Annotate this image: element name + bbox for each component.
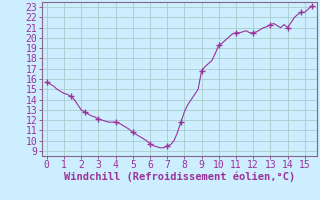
X-axis label: Windchill (Refroidissement éolien,°C): Windchill (Refroidissement éolien,°C) <box>64 172 295 182</box>
